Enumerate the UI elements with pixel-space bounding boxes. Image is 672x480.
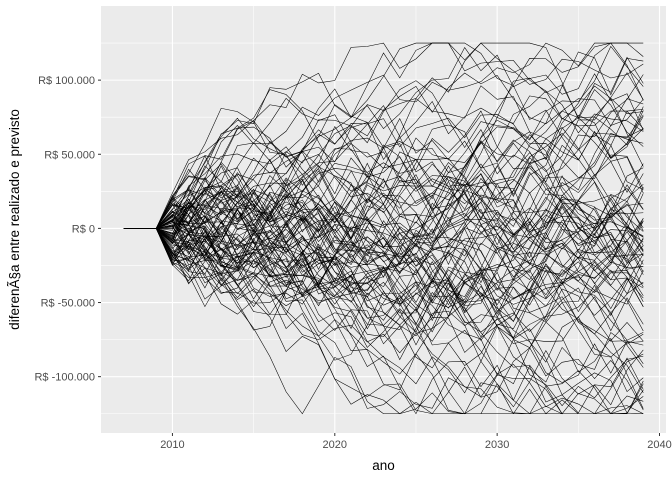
series-line <box>123 73 644 331</box>
grid-minor <box>101 6 666 433</box>
series-line <box>123 220 644 361</box>
series-line <box>123 139 644 252</box>
series-line <box>123 196 644 330</box>
series-line <box>123 152 644 314</box>
series-line <box>123 98 644 261</box>
series-line <box>123 42 644 229</box>
series-line <box>123 139 644 263</box>
series-line <box>123 98 644 249</box>
series-line <box>123 228 644 409</box>
series-line <box>123 208 644 353</box>
x-axis: 2010 2020 2030 2040 <box>160 433 672 451</box>
series-line <box>123 77 644 286</box>
series-line <box>123 90 644 275</box>
series-line <box>123 212 644 415</box>
y-axis: R$ -100.000 R$ -50.000 R$ 0 R$ 50.000 R$ 100… <box>34 75 101 384</box>
series-line <box>123 42 644 229</box>
series-line <box>123 201 644 303</box>
series-line <box>123 200 644 293</box>
x-tick-label: 2040 <box>647 439 671 451</box>
x-tick-label: 2020 <box>323 439 347 451</box>
series-line <box>123 170 644 368</box>
series-lines <box>123 42 644 415</box>
series-line <box>123 74 644 269</box>
series-line <box>123 117 644 267</box>
y-tick-label: R$ 0 <box>72 223 95 235</box>
series-line <box>123 42 644 229</box>
series-line <box>123 85 644 231</box>
series-line <box>123 228 644 415</box>
series-line <box>123 162 644 272</box>
series-line <box>123 210 644 415</box>
x-axis-title: ano <box>372 458 395 473</box>
series-line <box>123 110 644 269</box>
series-line <box>123 228 644 385</box>
series-line <box>123 181 644 293</box>
series-line <box>123 217 644 305</box>
series-line <box>123 208 644 383</box>
series-line <box>123 51 644 271</box>
series-line <box>123 186 644 415</box>
series-line <box>123 194 644 383</box>
series-line <box>123 97 644 253</box>
series-line <box>123 137 644 229</box>
series-line <box>123 154 644 293</box>
series-line <box>123 174 644 278</box>
series-line <box>123 194 644 333</box>
series-line <box>123 154 644 296</box>
series-line <box>123 128 644 297</box>
series-line <box>123 72 644 257</box>
y-axis-title: diferenÃ§a entre realizado e previsto <box>7 109 22 330</box>
series-line <box>123 215 644 411</box>
series-line <box>123 228 644 307</box>
y-tick-label: R$ -100.000 <box>34 372 95 384</box>
series-line <box>123 107 644 250</box>
series-line <box>123 227 644 415</box>
y-tick-label: R$ 100.000 <box>38 75 95 87</box>
series-line <box>123 186 644 288</box>
series-line <box>123 116 644 269</box>
series-line <box>123 221 644 339</box>
y-tick-label: R$ -50.000 <box>41 298 95 310</box>
series-line <box>123 196 644 394</box>
series-line <box>123 42 644 229</box>
x-tick-label: 2010 <box>160 439 184 451</box>
series-line <box>123 127 644 308</box>
series-line <box>123 213 644 415</box>
series-line <box>123 146 644 304</box>
series-line <box>123 151 644 265</box>
series-line <box>123 228 644 414</box>
series-line <box>123 222 644 415</box>
series-line <box>123 110 644 287</box>
series-line <box>123 142 644 310</box>
y-tick-label: R$ 50.000 <box>44 149 95 161</box>
x-tick-label: 2030 <box>485 439 509 451</box>
series-line <box>123 202 644 375</box>
series-line <box>123 42 644 229</box>
